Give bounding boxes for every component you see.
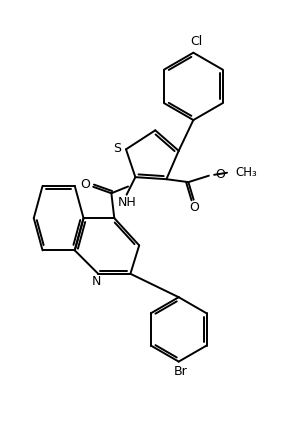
- Text: O: O: [215, 168, 225, 181]
- Text: Br: Br: [173, 366, 187, 379]
- Text: NH: NH: [118, 196, 137, 209]
- Text: O: O: [189, 201, 199, 214]
- Text: Cl: Cl: [190, 35, 202, 48]
- Text: O: O: [80, 178, 90, 191]
- Text: CH₃: CH₃: [236, 166, 258, 179]
- Text: S: S: [113, 142, 121, 155]
- Text: N: N: [92, 276, 101, 289]
